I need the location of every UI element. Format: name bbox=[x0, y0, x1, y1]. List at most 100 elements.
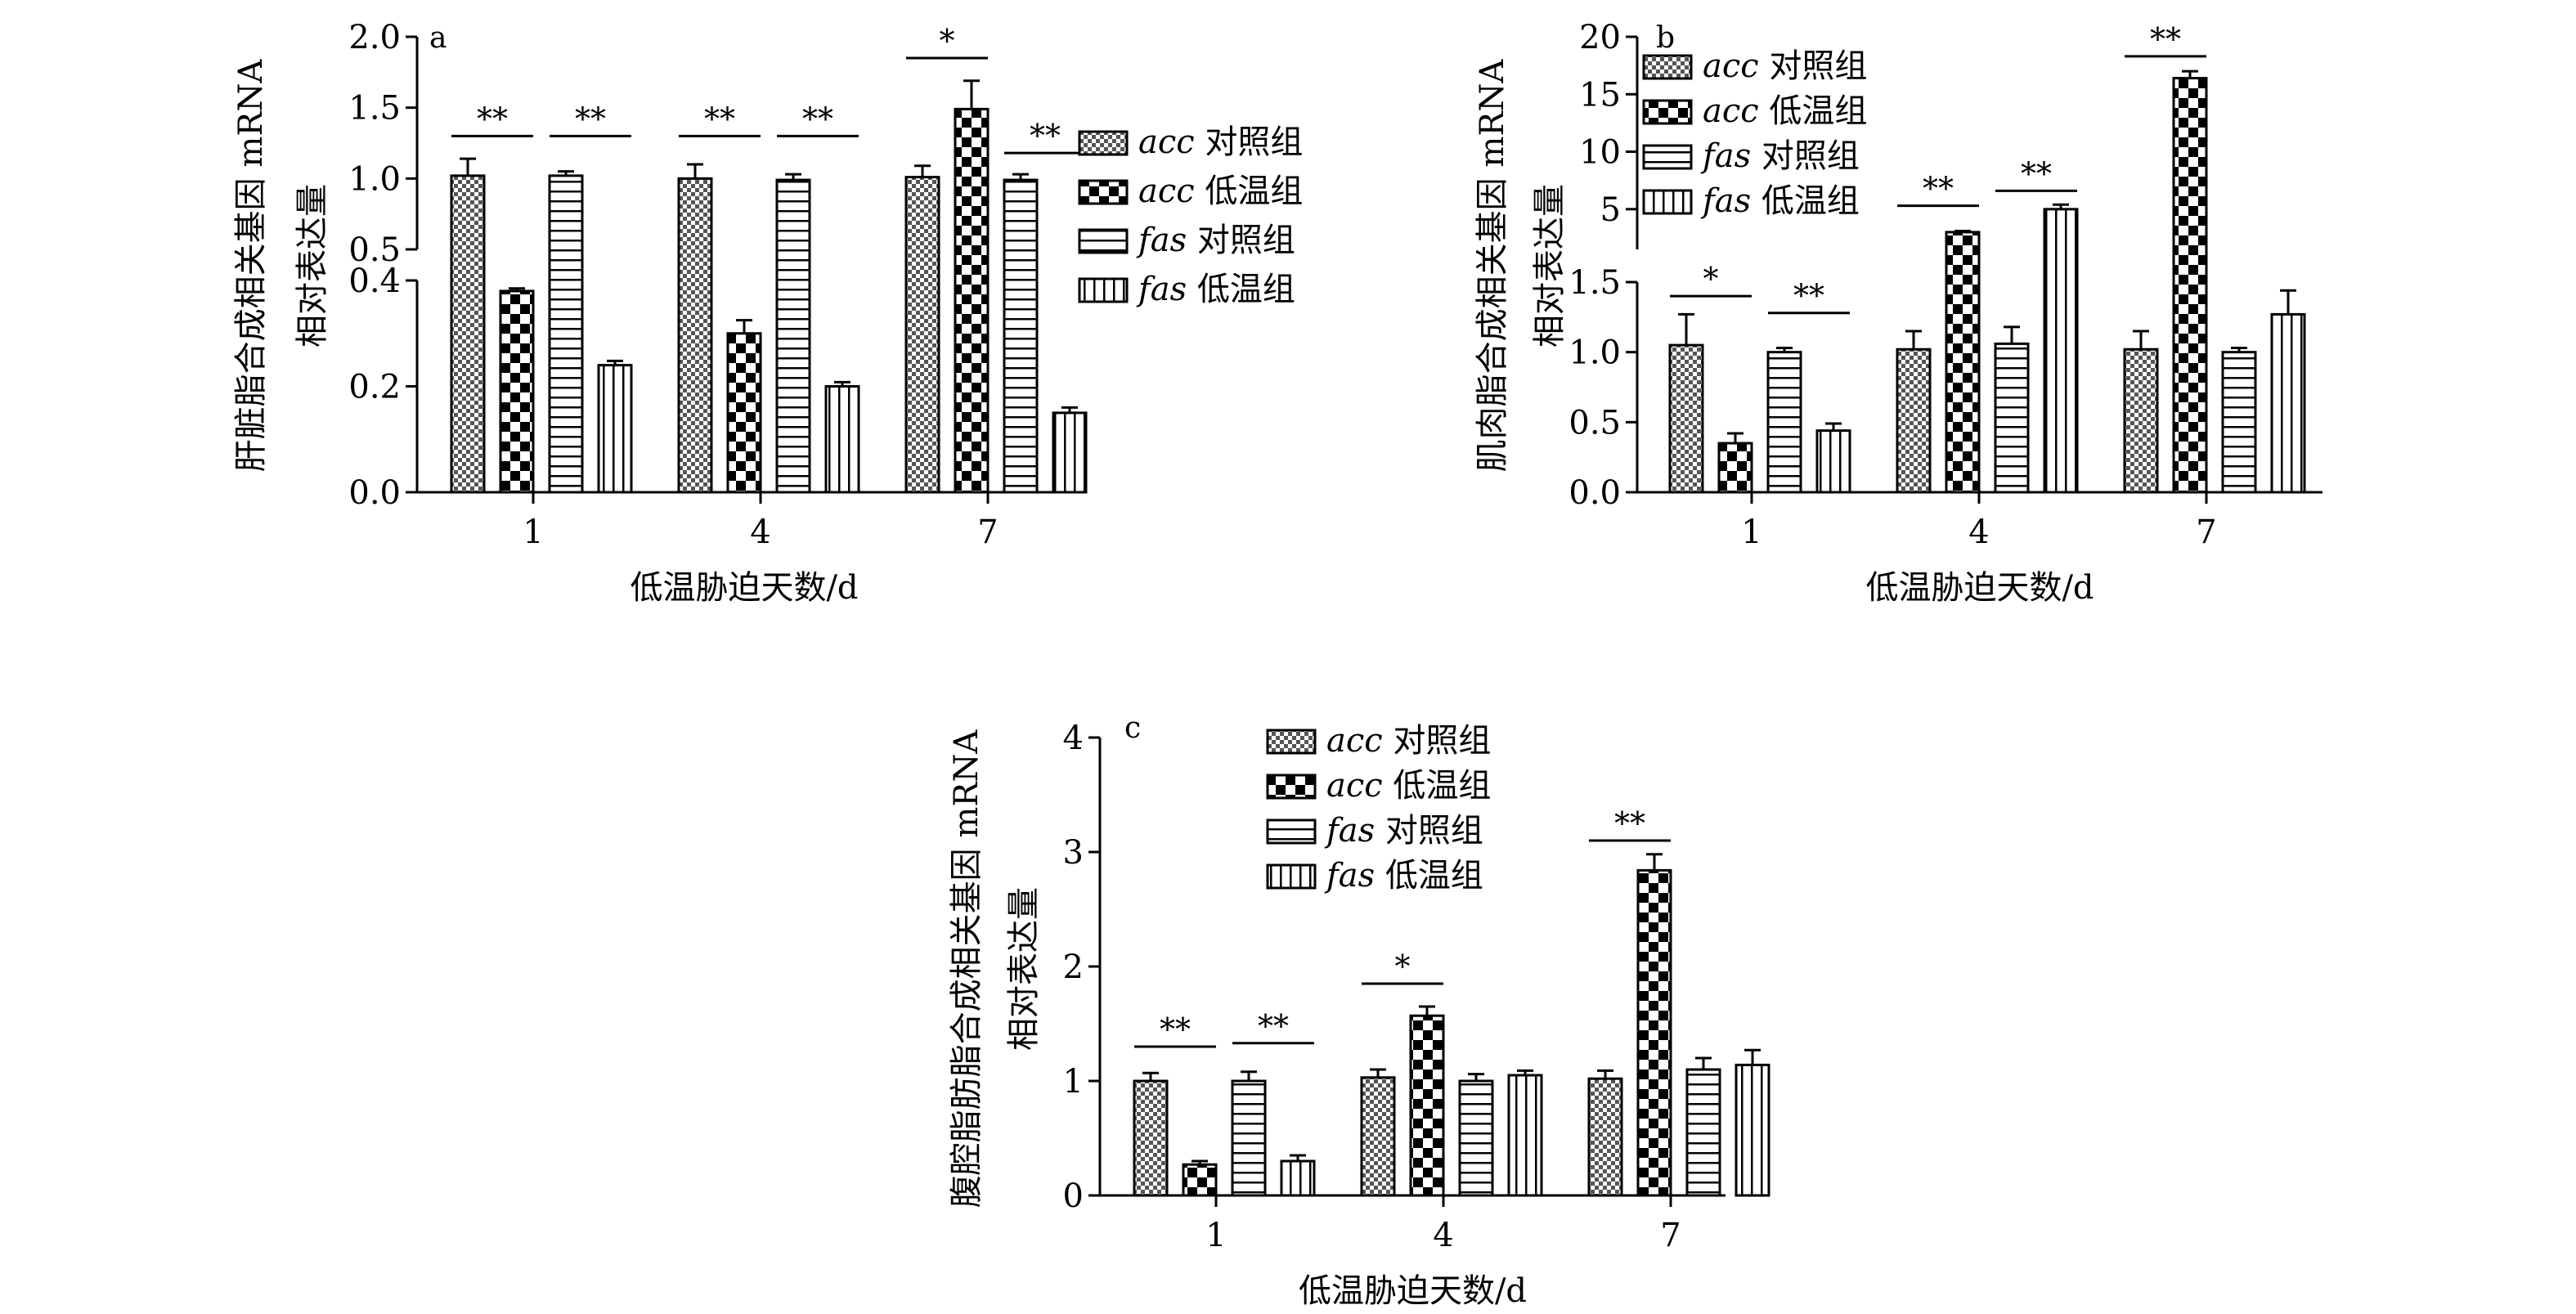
legend-item: fas 低温组 bbox=[1266, 857, 1483, 895]
bar bbox=[677, 177, 713, 494]
bar bbox=[2270, 312, 2306, 494]
bar bbox=[1280, 1159, 1316, 1197]
x-tick-label: 1 bbox=[1205, 1217, 1226, 1254]
x-tick-label: 4 bbox=[750, 513, 770, 551]
bar bbox=[1231, 1079, 1267, 1197]
significance-label: ** bbox=[802, 101, 833, 137]
y-axis-title: 肝脏脂合成相关基因 mRNA bbox=[232, 59, 270, 473]
legend-gene: acc bbox=[1138, 123, 1195, 161]
legend-item: acc 低温组 bbox=[1266, 767, 1491, 805]
legend-group: 低温组 bbox=[1187, 271, 1295, 308]
y-tick-label: 1 bbox=[1063, 1063, 1084, 1101]
legend-swatch bbox=[1078, 130, 1129, 156]
y-tick-label: 0.0 bbox=[348, 474, 401, 512]
y-tick-label: 4 bbox=[1063, 720, 1084, 757]
bar bbox=[1636, 868, 1672, 1197]
legend-item: acc 低温组 bbox=[1642, 92, 1867, 130]
legend-group: 对照组 bbox=[1383, 722, 1492, 760]
x-axis-title: 低温胁迫天数/d bbox=[1299, 1272, 1527, 1310]
bar bbox=[1766, 351, 1802, 494]
legend-group: 低温组 bbox=[1751, 182, 1860, 220]
legend-label: fas 对照组 bbox=[1136, 222, 1295, 259]
y-axis-title: 相对表达量 bbox=[294, 184, 331, 348]
legend-group: 对照组 bbox=[1187, 222, 1295, 259]
x-tick-label: 7 bbox=[977, 513, 998, 551]
legend-label: acc 低温组 bbox=[1703, 92, 1867, 130]
x-tick-label: 1 bbox=[523, 513, 543, 551]
significance-label: ** bbox=[1160, 1011, 1191, 1047]
legend-group: 低温组 bbox=[1375, 857, 1483, 895]
bar bbox=[597, 364, 633, 494]
y-tick-label: 2 bbox=[1063, 949, 1084, 986]
bar bbox=[1133, 1079, 1169, 1197]
significance-label: ** bbox=[1030, 118, 1061, 154]
legend-gene: acc bbox=[1326, 722, 1383, 760]
legend-label: acc 对照组 bbox=[1326, 722, 1491, 760]
bar bbox=[1717, 442, 1753, 494]
significance-label: * bbox=[940, 23, 955, 59]
legend-label: acc 对照组 bbox=[1138, 123, 1303, 161]
y-tick-label: 0 bbox=[1063, 1177, 1084, 1215]
legend-label: fas 低温组 bbox=[1700, 182, 1860, 220]
legend-label: fas 低温组 bbox=[1324, 857, 1483, 895]
y-tick-label: 0.4 bbox=[348, 262, 401, 300]
bar bbox=[450, 174, 486, 494]
y-tick-label: 1.5 bbox=[348, 90, 401, 128]
significance-label: ** bbox=[1258, 1008, 1289, 1044]
legend-gene: acc bbox=[1703, 47, 1759, 85]
y-tick-label: 20 bbox=[1579, 19, 1621, 56]
bar bbox=[1945, 231, 1981, 494]
bar bbox=[1896, 348, 1932, 494]
significance-label: ** bbox=[2150, 21, 2181, 57]
legend-group: 对照组 bbox=[1375, 812, 1483, 850]
legend-group: 对照组 bbox=[1195, 123, 1304, 161]
chart-panel-a: a 0.0 0.2 0.40.5 1.0 1.5 2.0 1 4 7 低温胁迫天数/d 肝脏脂合成相关… bbox=[232, 19, 1303, 607]
significance-label: * bbox=[1395, 949, 1411, 984]
significance-label: ** bbox=[1614, 805, 1645, 841]
bar bbox=[1409, 1014, 1445, 1197]
legend-label: acc 低温组 bbox=[1138, 173, 1303, 210]
legend-gene: fas bbox=[1700, 137, 1751, 175]
bar bbox=[2172, 77, 2208, 494]
bar bbox=[1668, 343, 1704, 494]
legend-group: 对照组 bbox=[1751, 137, 1860, 175]
bar bbox=[1685, 1068, 1721, 1197]
legend-group: 低温组 bbox=[1195, 173, 1304, 210]
bar bbox=[2221, 351, 2257, 494]
legend-gene: fas bbox=[1700, 182, 1751, 220]
legend-group: 低温组 bbox=[1759, 92, 1868, 130]
bar bbox=[954, 107, 990, 494]
bar bbox=[1052, 411, 1088, 494]
y-tick-label: 0.2 bbox=[348, 369, 401, 406]
bar bbox=[548, 174, 584, 494]
legend-label: fas 低温组 bbox=[1136, 271, 1295, 308]
bar bbox=[2043, 208, 2079, 494]
bar bbox=[1182, 1163, 1218, 1197]
legend-group: 对照组 bbox=[1759, 47, 1868, 85]
y-tick-label: 15 bbox=[1579, 76, 1621, 114]
significance-label: ** bbox=[1793, 278, 1824, 314]
legend-label: fas 对照组 bbox=[1700, 137, 1860, 175]
y-tick-label: 1.0 bbox=[1568, 334, 1621, 372]
y-tick-label: 5 bbox=[1600, 191, 1621, 229]
legend-swatch bbox=[1642, 189, 1693, 215]
legend-gene: fas bbox=[1136, 222, 1187, 259]
bar bbox=[775, 178, 811, 494]
y-tick-label: 1.5 bbox=[1568, 264, 1621, 302]
y-axis-title: 相对表达量 bbox=[1005, 887, 1043, 1051]
legend-swatch bbox=[1078, 179, 1129, 205]
bar bbox=[1003, 178, 1039, 494]
bar bbox=[1458, 1079, 1494, 1197]
legend-label: fas 对照组 bbox=[1324, 812, 1483, 850]
legend-gene: fas bbox=[1136, 271, 1187, 308]
x-tick-label: 7 bbox=[2196, 513, 2216, 551]
x-axis-title: 低温胁迫天数/d bbox=[630, 569, 858, 607]
significance-label: * bbox=[1703, 261, 1719, 297]
legend-item: acc 对照组 bbox=[1642, 47, 1868, 85]
x-tick-label: 4 bbox=[1968, 513, 1989, 551]
legend-gene: acc bbox=[1326, 767, 1383, 805]
legend-item: acc 对照组 bbox=[1078, 123, 1303, 161]
